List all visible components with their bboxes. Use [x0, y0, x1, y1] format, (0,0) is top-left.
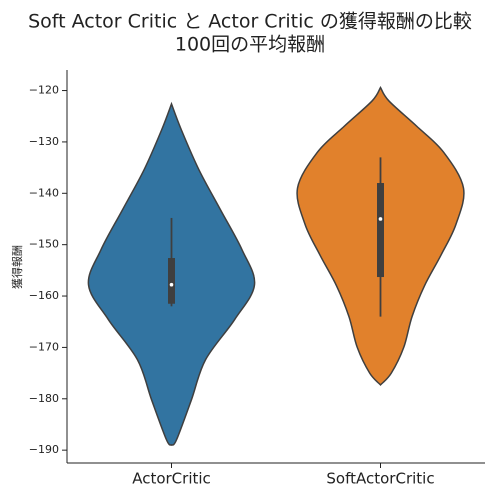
y-tick-label: −170 [29, 340, 59, 353]
chart-subtitle: 100回の平均報酬 [175, 34, 325, 56]
box [168, 258, 175, 304]
y-tick-label: −160 [29, 289, 59, 302]
y-tick-label: −150 [29, 238, 59, 251]
x-tick-label: SoftActorCritic [326, 470, 434, 488]
y-tick-label: −130 [29, 135, 59, 148]
x-tick-label: ActorCritic [132, 470, 211, 488]
y-tick-label: −180 [29, 392, 59, 405]
y-tick-label: −120 [29, 84, 59, 97]
chart-title: Soft Actor Critic と Actor Critic の獲得報酬の比… [28, 11, 472, 33]
y-axis-label: 獲得報酬 [11, 245, 24, 289]
y-tick-label: −140 [29, 186, 59, 199]
box [377, 183, 384, 278]
median [378, 217, 383, 221]
y-tick-label: −190 [29, 443, 59, 456]
median [169, 282, 174, 287]
